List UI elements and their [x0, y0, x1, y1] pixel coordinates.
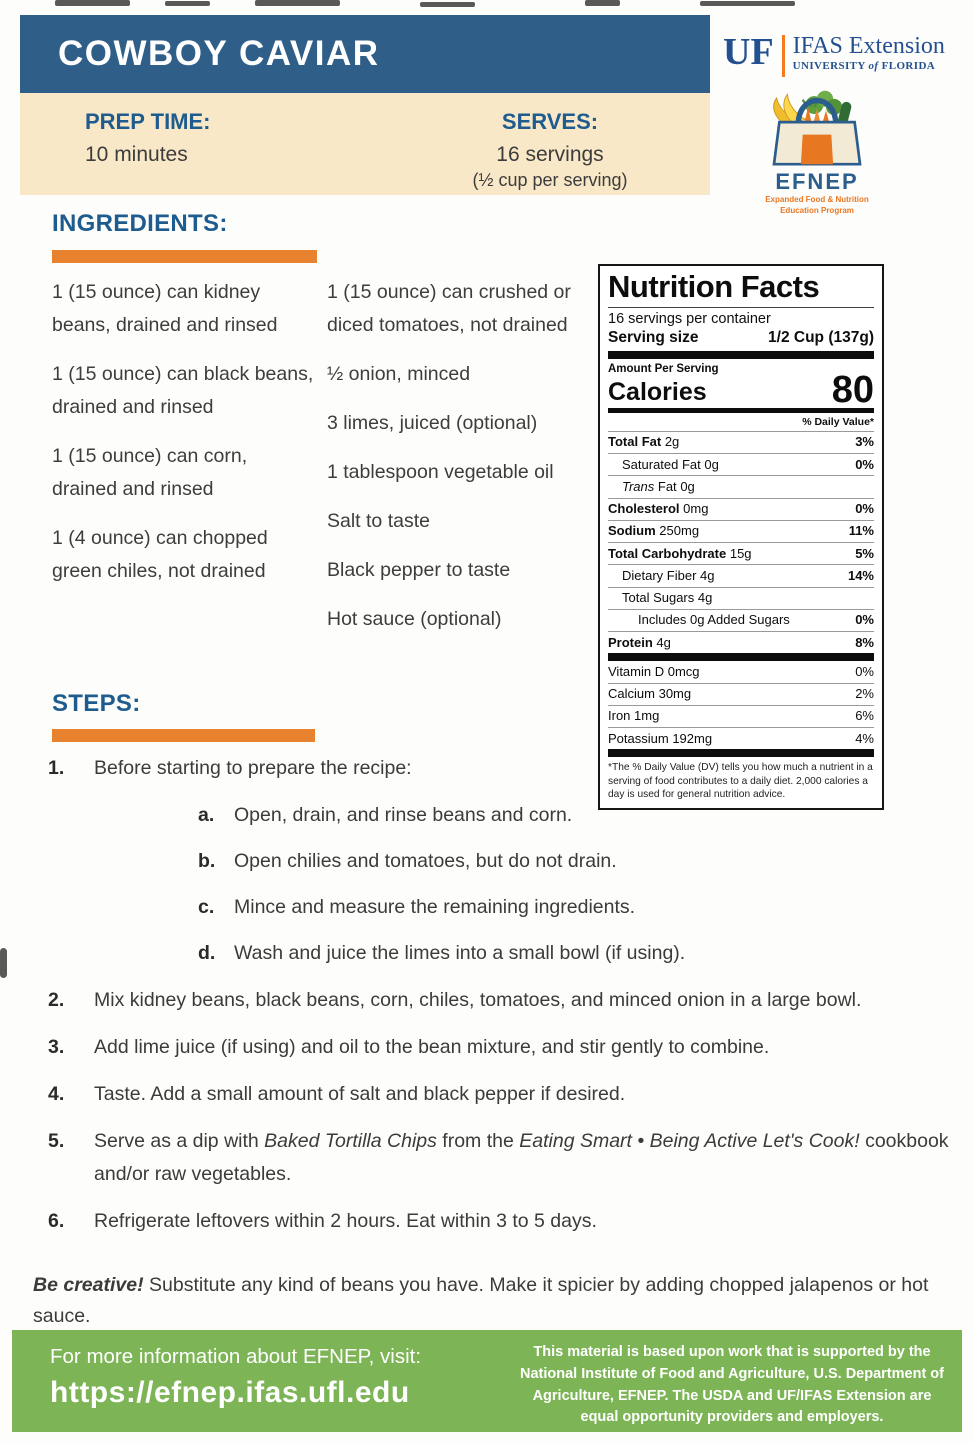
serves-value: 16 servings: [496, 143, 604, 166]
scan-artifact: [585, 0, 620, 6]
step-item: 4. Taste. Add a small amount of salt and…: [48, 1083, 626, 1105]
nutrient-row: Total Carbohydrate 15g 5%: [608, 543, 874, 566]
vitamin-row: Iron 1mg 6%: [608, 706, 874, 729]
uf-ifas-logo: UF IFAS Extension UNIVERSITY of FLORIDA: [723, 31, 945, 77]
prep-time-value: 10 minutes: [85, 143, 188, 166]
step-item: 1. Before starting to prepare the recipe…: [48, 757, 412, 779]
footer-url[interactable]: https://efnep.ifas.ufl.edu: [50, 1376, 410, 1409]
nutrient-row: Saturated Fat 0g 0%: [608, 454, 874, 477]
scan-artifact: [700, 1, 795, 6]
daily-value-header: % Daily Value*: [608, 413, 874, 432]
footer-disclaimer: This material is based upon work that is…: [520, 1344, 944, 1426]
nutrient-row: Protein 4g 8%: [608, 634, 874, 650]
scan-artifact: [255, 0, 340, 6]
vitamin-row: Potassium 192mg 4%: [608, 730, 874, 746]
scan-artifact: [165, 1, 210, 6]
steps-list: 1. Before starting to prepare the recipe…: [48, 752, 950, 1252]
servings-per-container: 16 servings per container: [608, 310, 771, 327]
thick-rule: [608, 749, 874, 758]
ingredient-list-col1: 1 (15 ounce) can kidney beans, drained a…: [52, 276, 314, 604]
recipe-title: COWBOY CAVIAR: [58, 34, 380, 73]
logo-divider: [781, 35, 785, 77]
medium-rule: [608, 407, 874, 413]
scan-artifact: [0, 948, 7, 978]
footer-banner: For more information about EFNEP, visit:…: [12, 1330, 962, 1432]
ingredient-item: Hot sauce (optional): [327, 608, 502, 630]
ingredient-item: 1 (15 ounce) can kidney beans, drained a…: [52, 281, 278, 336]
efnep-wordmark: EFNEP: [775, 169, 859, 194]
nutrient-row: Sodium 250mg 11%: [608, 521, 874, 544]
efnep-logo: EFNEP Expanded Food & Nutrition Educatio…: [742, 80, 892, 217]
footer-info-block: For more information about EFNEP, visit:…: [50, 1345, 421, 1410]
step-item: 3. Add lime juice (if using) and oil to …: [48, 1036, 770, 1058]
substep-item: b. Open chilies and tomatoes, but do not…: [198, 850, 617, 872]
nutrient-row: Cholesterol 0mg 0%: [608, 499, 874, 521]
calories-row: Calories 80: [608, 368, 874, 411]
nutrient-row: Includes 0g Added Sugars 0%: [608, 610, 874, 633]
substep-item: a. Open, drain, and rinse beans and corn…: [198, 804, 573, 826]
scan-artifact: [55, 0, 130, 6]
prep-time-block: PREP TIME: 10 minutes: [85, 109, 211, 167]
title-banner: COWBOY CAVIAR: [20, 15, 710, 93]
ingredient-list-col2: 1 (15 ounce) can crushed or diced tomato…: [327, 276, 585, 652]
uf-monogram: UF: [723, 31, 774, 73]
orange-rule: [52, 250, 317, 263]
prep-time-label: PREP TIME:: [85, 109, 211, 134]
serves-note: (½ cup per serving): [472, 170, 628, 190]
ingredient-item: Salt to taste: [327, 510, 430, 532]
footer-info-line: For more information about EFNEP, visit:: [50, 1345, 422, 1368]
nutrition-footnote: *The % Daily Value (DV) tells you how mu…: [608, 762, 873, 801]
vitamin-row: Calcium 30mg 2%: [608, 684, 874, 706]
step-item: 6. Refrigerate leftovers within 2 hours.…: [48, 1210, 597, 1232]
serving-size-row: Serving size 1/2 Cup (137g): [608, 328, 874, 346]
serves-block: SERVES: 16 servings (½ cup per serving): [415, 109, 685, 191]
be-creative-note: Be creative! Substitute any kind of bean…: [33, 1274, 929, 1327]
nutrient-row: Dietary Fiber 4g 14%: [608, 565, 874, 588]
orange-rule: [52, 729, 315, 742]
vitamin-row: Vitamin D 0mcg 0%: [608, 661, 874, 684]
ingredients-heading: INGREDIENTS:: [52, 210, 228, 237]
ingredient-item: Black pepper to taste: [327, 559, 511, 581]
nutrient-row: Total Fat 2g 3%: [608, 432, 874, 455]
nutrition-title: Nutrition Facts: [608, 270, 874, 308]
nutrient-row: Trans Fat 0g: [608, 476, 874, 499]
recipe-meta-band: PREP TIME: 10 minutes SERVES: 16 serving…: [20, 93, 710, 195]
substep-list: a. Open, drain, and rinse beans and corn…: [198, 799, 950, 970]
substep-item: c. Mince and measure the remaining ingre…: [198, 896, 636, 918]
ingredient-item: 1 (15 ounce) can crushed or diced tomato…: [327, 281, 571, 336]
ingredient-item: 1 (15 ounce) can corn, drained and rinse…: [52, 445, 248, 500]
grocery-bag-icon: [772, 90, 862, 166]
steps-heading: STEPS:: [52, 690, 141, 717]
ingredient-item: 1 (4 ounce) can chopped green chiles, no…: [52, 527, 268, 582]
ingredient-item: 1 tablespoon vegetable oil: [327, 461, 554, 483]
thick-rule: [608, 350, 874, 359]
nutrition-facts-label: Nutrition Facts 16 servings per containe…: [598, 264, 884, 810]
ingredient-item: 1 (15 ounce) can black beans, drained an…: [52, 363, 314, 418]
efnep-tagline: Expanded Food & Nutrition Education Prog…: [765, 195, 869, 215]
amount-per-serving: Amount Per Serving: [608, 362, 719, 375]
step-item: 2. Mix kidney beans, black beans, corn, …: [48, 989, 862, 1011]
nutrient-row: Total Sugars 4g: [608, 588, 874, 610]
ingredient-item: 3 limes, juiced (optional): [327, 412, 538, 434]
scan-artifact: [420, 2, 475, 7]
serves-label: SERVES:: [501, 109, 599, 134]
thick-rule: [608, 653, 874, 662]
step-item: 5. Serve as a dip with Baked Tortilla Ch…: [48, 1130, 949, 1185]
ingredient-item: ½ onion, minced: [327, 363, 471, 385]
university-wordmark: UNIVERSITY of FLORIDA: [792, 60, 936, 73]
ifas-wordmark: IFAS Extension: [792, 33, 945, 59]
substep-item: d. Wash and juice the limes into a small…: [198, 942, 686, 964]
